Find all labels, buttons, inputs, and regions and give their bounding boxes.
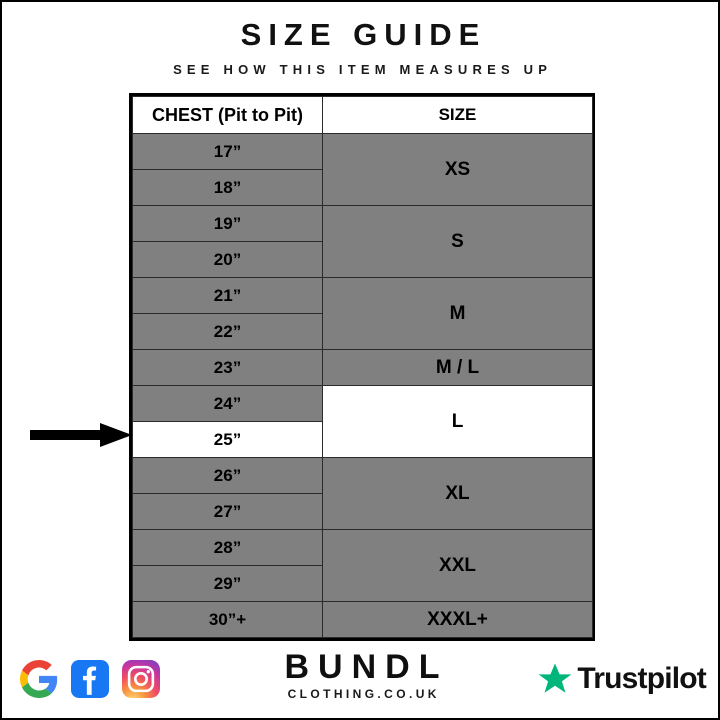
table-row: 23” M / L [132, 349, 593, 386]
size-cell: M [322, 277, 593, 350]
instagram-icon[interactable] [122, 660, 160, 698]
chest-cell: 23” [132, 349, 323, 386]
size-table-container: CHEST (Pit to Pit) SIZE 17” XS 18” 19” S 20” 2… [129, 93, 595, 641]
column-header-size: SIZE [322, 96, 593, 134]
size-table: CHEST (Pit to Pit) SIZE 17” XS 18” 19” S 20” 2… [132, 96, 593, 638]
table-row: 25” [132, 421, 593, 458]
table-row: 18” [132, 169, 593, 206]
brand-website: CLOTHING.CO.UK [287, 686, 440, 701]
size-cell: XL [322, 457, 593, 530]
facebook-icon[interactable] [71, 660, 109, 698]
table-body: 17” XS 18” 19” S 20” 21” M 22” 23” M / L 24” L 25” 26”… [132, 133, 593, 638]
size-cell: L [322, 385, 593, 458]
chest-cell: 26” [132, 457, 323, 494]
chest-cell: 29” [132, 565, 323, 602]
table-row: 17” XS [132, 133, 593, 206]
table-header: CHEST (Pit to Pit) SIZE [132, 96, 593, 134]
trustpilot-logo[interactable]: Trustpilot [538, 662, 707, 696]
table-row: 30”+ XXXL+ [132, 601, 593, 638]
social-links [20, 660, 160, 698]
page-subtitle: SEE HOW THIS ITEM MEASURES UP [173, 62, 553, 78]
column-header-chest: CHEST (Pit to Pit) [132, 96, 323, 134]
page-title: SIZE GUIDE [240, 17, 487, 52]
chest-cell: 27” [132, 493, 323, 530]
brand-name: BUNDL [284, 648, 449, 686]
chest-cell: 18” [132, 169, 323, 206]
star-icon [538, 662, 572, 696]
footer: BUNDL CLOTHING.CO.UK Trustpilot [2, 642, 720, 720]
chest-cell: 21” [132, 277, 323, 314]
table-row: 19” S [132, 205, 593, 278]
table-row: 29” [132, 565, 593, 602]
chest-cell: 28” [132, 529, 323, 566]
trustpilot-wordmark: Trustpilot [577, 662, 706, 695]
header: SIZE GUIDE SEE HOW THIS ITEM MEASURES UP [2, 2, 718, 77]
chest-cell: 30”+ [132, 601, 323, 638]
right-arrow-icon [30, 423, 132, 447]
table-row: 21” M [132, 277, 593, 350]
table-header-row: CHEST (Pit to Pit) SIZE [132, 96, 593, 134]
chest-cell: 20” [132, 241, 323, 278]
size-cell: XXXL+ [322, 601, 593, 638]
size-cell: S [322, 205, 593, 278]
chest-cell: 19” [132, 205, 323, 242]
table-row: 20” [132, 241, 593, 278]
table-row: 28” XXL [132, 529, 593, 602]
chest-cell: 17” [132, 133, 323, 170]
brand-logo: BUNDL CLOTHING.CO.UK [2, 648, 720, 701]
table-row: 26” XL [132, 457, 593, 530]
size-cell: XS [322, 133, 593, 206]
size-cell: XXL [322, 529, 593, 602]
table-row: 24” L [132, 385, 593, 458]
chest-cell: 22” [132, 313, 323, 350]
table-row: 27” [132, 493, 593, 530]
size-cell: M / L [322, 349, 593, 386]
google-icon[interactable] [20, 660, 58, 698]
chest-cell: 25” [132, 421, 323, 458]
chest-cell: 24” [132, 385, 323, 422]
